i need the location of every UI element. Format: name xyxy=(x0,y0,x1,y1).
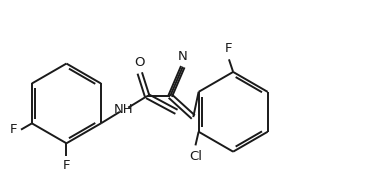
Text: NH: NH xyxy=(114,103,134,116)
Text: O: O xyxy=(135,56,145,69)
Text: Cl: Cl xyxy=(189,149,202,163)
Text: F: F xyxy=(225,42,233,55)
Text: F: F xyxy=(63,159,70,172)
Text: N: N xyxy=(178,50,188,63)
Text: F: F xyxy=(9,123,17,136)
